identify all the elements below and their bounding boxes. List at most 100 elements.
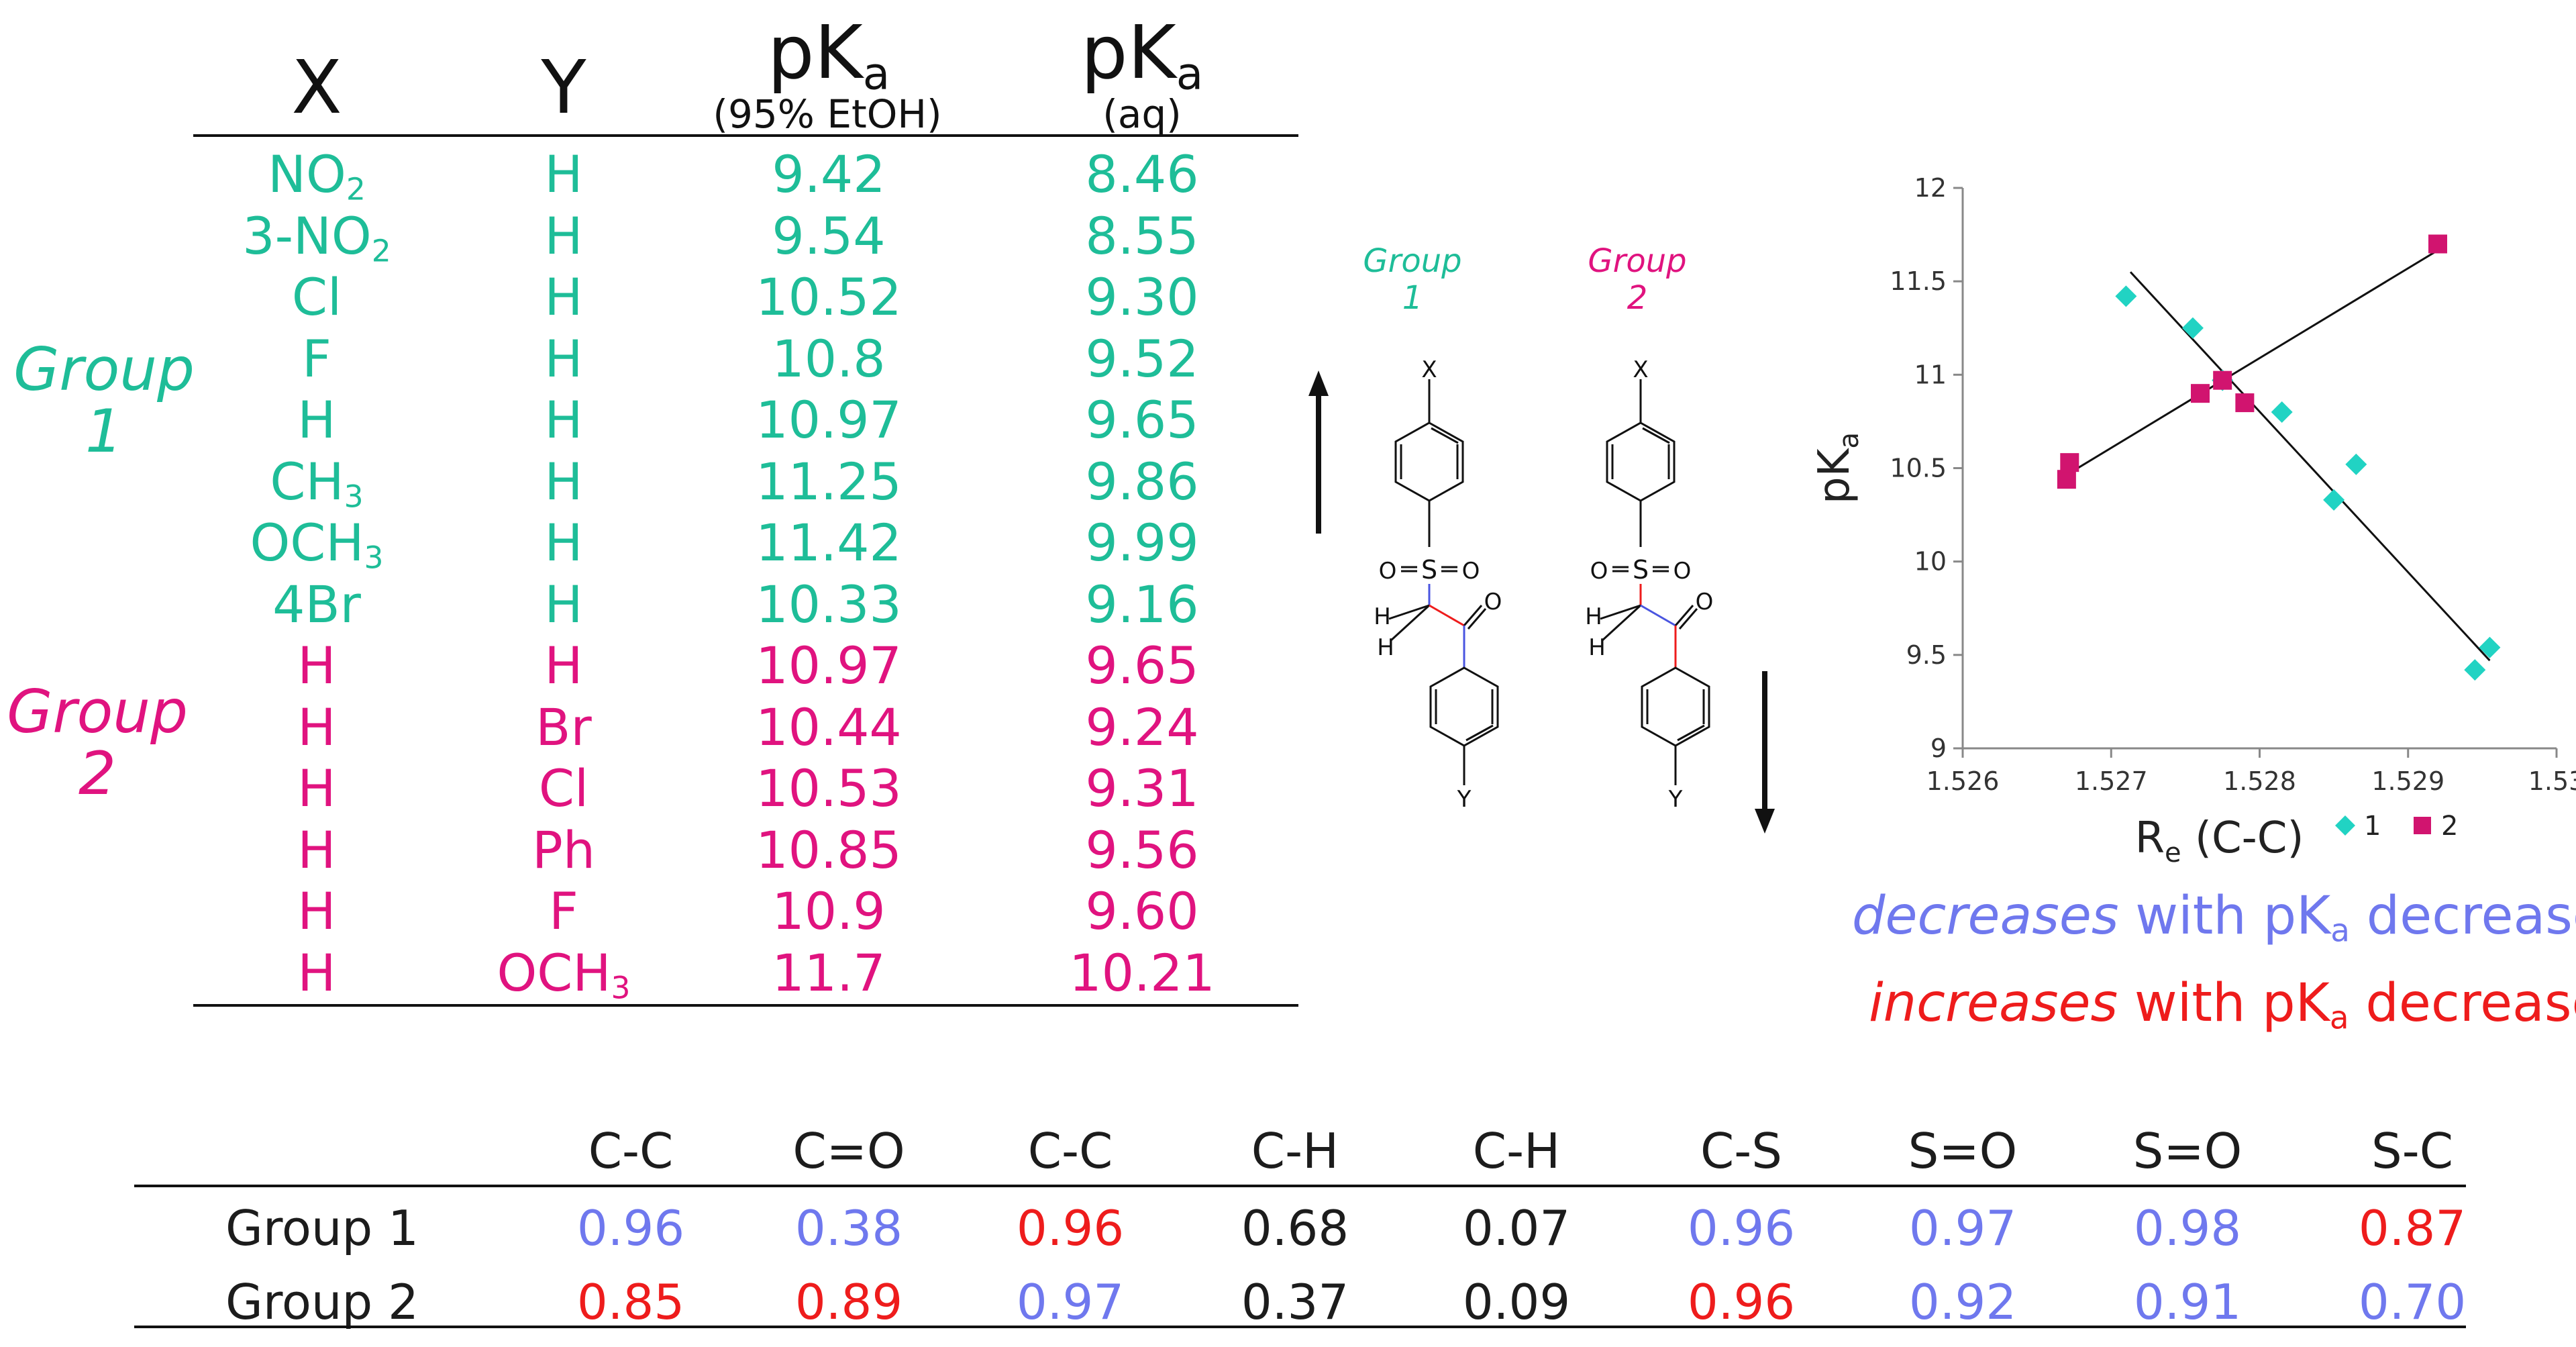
bond-column-header: C-H [1251, 1123, 1339, 1179]
table-cell-pka-etoh: 10.33 [756, 574, 902, 634]
table-cell-x: H [297, 390, 336, 450]
data-point-series-1 [2323, 489, 2345, 511]
bond-correlation-value: 0.68 [1241, 1200, 1349, 1256]
legend-marker-series-1 [2335, 815, 2355, 836]
table-cell-y: Cl [538, 758, 589, 818]
table-cell-pka-aq: 9.60 [1085, 881, 1199, 941]
y-tick-label: 10.5 [1890, 454, 1947, 483]
table-cell-y: H [544, 451, 583, 511]
chart-points [2057, 234, 2501, 681]
bond-correlation-value: 0.87 [2358, 1200, 2467, 1256]
table-cell-y: H [544, 267, 583, 327]
data-point-series-2 [2060, 453, 2079, 472]
svg-text:O: O [1379, 558, 1397, 585]
table-cell-x: CH3 [270, 451, 364, 514]
bond-table-bottom-rule [134, 1326, 2466, 1328]
table-top-rule [193, 134, 1298, 137]
bond-correlation-value: 0.37 [1241, 1274, 1349, 1330]
table-cell-pka-etoh: 9.42 [772, 144, 886, 204]
table-cell-y: H [544, 636, 583, 695]
y-axis-label: pKa [1812, 432, 1865, 504]
table-cell-pka-aq: 9.99 [1085, 513, 1199, 572]
data-point-series-2 [2191, 384, 2210, 403]
svg-text:X: X [1421, 356, 1437, 383]
trendline-series-1 [2129, 271, 2491, 662]
table-cell-x: NO2 [268, 144, 366, 207]
svg-text:Y: Y [1668, 786, 1683, 813]
x-axis-label: Re (C-C) [2135, 813, 2304, 868]
bond-column-header: C=O [792, 1123, 905, 1179]
x-tick-label: 1.526 [1926, 766, 2000, 796]
y-tick-label: 12 [1914, 173, 1947, 203]
table-cell-pka-aq: 9.31 [1085, 758, 1199, 818]
bond-table-top-rule [134, 1185, 2466, 1187]
table-cell-y: Ph [532, 819, 595, 880]
bond-row-label: Group 2 [225, 1274, 419, 1330]
table-cell-x: 4Br [272, 574, 361, 634]
table-cell-pka-aq: 9.52 [1085, 328, 1199, 389]
table-cell-pka-etoh: 11.25 [756, 451, 902, 511]
table-cell-x: H [297, 697, 336, 757]
svg-text:Y: Y [1457, 786, 1472, 813]
data-point-series-2 [2428, 234, 2447, 254]
legend-label-series-2: 2 [2441, 811, 2458, 842]
svg-text:H: H [1585, 603, 1602, 630]
svg-text:H: H [1374, 603, 1391, 630]
table-cell-y: H [544, 328, 583, 389]
table-cell-x: H [297, 636, 336, 695]
table-cell-x: OCH3 [250, 513, 384, 576]
table-cell-pka-etoh: 11.42 [756, 513, 902, 572]
bond-correlation-value: 0.92 [1908, 1274, 2017, 1330]
group-2-label: Group 2 [7, 677, 188, 808]
scatter-chart: 1.526 1.527 1.528 1.529 1.53 9 9.5 10 10.5 11 11.5… [1812, 173, 2576, 868]
data-point-series-1 [2115, 285, 2137, 307]
molecule-group-1 [1388, 379, 1499, 785]
header-pka-aq: pKa [1080, 9, 1204, 100]
data-point-series-1 [2271, 401, 2293, 423]
y-tick-label: 11 [1914, 360, 1947, 389]
x-tick-label: 1.527 [2075, 766, 2148, 796]
table-cell-x: Cl [291, 267, 342, 327]
svg-text:S: S [1633, 555, 1649, 585]
x-tick-label: 1.53 [2528, 766, 2576, 796]
table-cell-pka-etoh: 10.97 [756, 390, 902, 450]
table-cell-pka-aq: 9.86 [1085, 451, 1199, 511]
bond-correlation-value: 0.98 [2133, 1200, 2242, 1256]
bond-correlation-value: 0.97 [1016, 1274, 1125, 1330]
bond-column-header: S=O [1908, 1123, 2018, 1179]
up-arrow-icon [1308, 370, 1329, 534]
header-pka-etoh-note: (95% EtOH) [713, 91, 942, 137]
structure-group-1-number: 1 [1402, 279, 1423, 317]
bond-column-header: C-H [1472, 1123, 1561, 1179]
molecule-group-2-atoms: X S O O H H O Y [1585, 356, 1713, 813]
structure-group-2-number: 2 [1627, 279, 1648, 317]
svg-text:O: O [1590, 558, 1608, 585]
table-cell-y: H [544, 144, 583, 204]
table-cell-x: H [297, 758, 336, 818]
legend-note-increases: increases with pKa decrease [1869, 973, 2576, 1037]
bond-row-label: Group 1 [225, 1200, 419, 1256]
legend-label-series-1: 1 [2364, 811, 2381, 842]
svg-text:H: H [1588, 634, 1606, 661]
legend-note-decreases: decreases with pKa decrease [1852, 886, 2576, 950]
molecule-group-2 [1600, 379, 1710, 785]
x-tick-label: 1.528 [2223, 766, 2296, 796]
table-cell-pka-etoh: 10.52 [756, 267, 902, 327]
table-cell-y: OCH3 [497, 942, 631, 1005]
molecule-structures: Group 1 Group 2 X S [1308, 242, 1775, 834]
data-point-series-1 [2345, 453, 2367, 475]
bond-column-header: C-C [588, 1123, 674, 1179]
table-cell-pka-etoh: 10.8 [772, 328, 886, 389]
chart-axes [1961, 188, 2557, 750]
y-tick-label: 10 [1914, 547, 1947, 577]
legend-marker-series-2 [2414, 817, 2431, 834]
table-cell-pka-aq: 9.16 [1085, 574, 1199, 634]
bond-correlation-value: 0.96 [1687, 1200, 1796, 1256]
table-cell-x: H [297, 819, 336, 880]
svg-text:O: O [1696, 589, 1714, 615]
bond-column-header: C-C [1027, 1123, 1113, 1179]
y-tick-label: 11.5 [1890, 266, 1947, 296]
header-x: X [291, 44, 342, 130]
data-point-series-1 [2464, 659, 2486, 681]
